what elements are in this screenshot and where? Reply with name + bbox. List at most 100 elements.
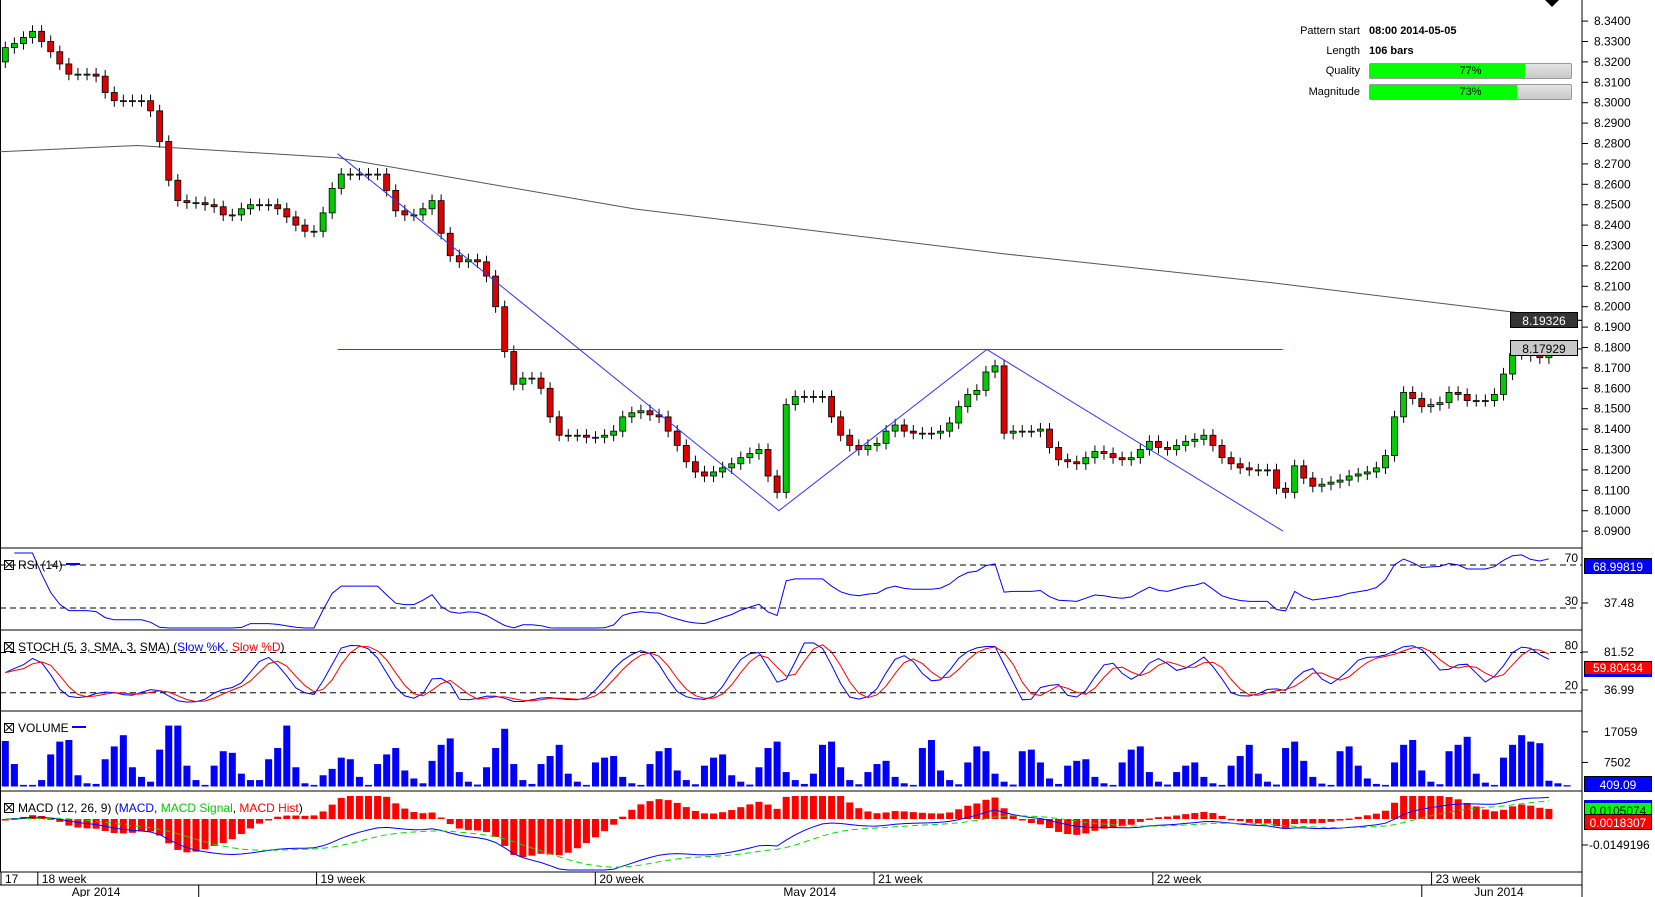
candle: [1409, 391, 1417, 399]
macd-hist-bar: [128, 819, 136, 833]
volume-bar: [1500, 757, 1507, 787]
volume-bar: [301, 783, 309, 787]
candle: [1245, 467, 1253, 471]
macd-hist-bar: [274, 816, 282, 819]
candle: [1427, 404, 1435, 408]
macd-hist-bar: [1391, 802, 1399, 819]
volume-bar: [601, 757, 609, 787]
close-panel-icon[interactable]: [4, 642, 14, 652]
macd-hist-bar: [346, 796, 354, 819]
volume-bar: [464, 781, 472, 787]
volume-bar: [492, 748, 500, 787]
candle: [192, 202, 200, 205]
candle: [564, 434, 572, 437]
macd-hist-bar: [374, 796, 382, 819]
y-tick-label: 8.1600: [1594, 381, 1631, 395]
candle: [719, 467, 727, 473]
candle: [101, 75, 109, 93]
candle: [47, 41, 55, 53]
volume-bar: [38, 780, 46, 787]
volume-bar: [355, 776, 363, 787]
volume-bar: [1109, 784, 1117, 787]
candle: [356, 173, 363, 176]
candle: [555, 416, 563, 436]
macd-hist-bar: [228, 819, 236, 840]
week-label: 19 week: [321, 872, 367, 886]
volume-bar: [1445, 751, 1453, 787]
macd-hist-bar: [1372, 813, 1380, 819]
close-panel-icon[interactable]: [4, 560, 14, 570]
candle: [909, 430, 917, 434]
macd-hist-bar: [292, 815, 300, 819]
volume-bar: [1191, 762, 1199, 787]
candle: [1418, 398, 1426, 408]
macd-hist-bar: [610, 819, 618, 825]
y-tick-label: 8.1200: [1594, 463, 1631, 477]
macd-hist-bar: [528, 819, 536, 856]
volume-bar: [246, 780, 254, 787]
macd-hist-bar: [1127, 819, 1135, 825]
volume-bar: [891, 776, 899, 787]
volume-bar: [228, 752, 236, 787]
macd-hist-bar: [1472, 806, 1480, 819]
macd-hist-bar: [256, 819, 264, 824]
volume-bar: [710, 757, 718, 787]
candle: [337, 173, 345, 189]
candle: [610, 430, 618, 436]
candle: [1, 47, 9, 63]
close-panel-icon[interactable]: [4, 803, 14, 813]
candle: [210, 204, 218, 208]
y-tick-label: 8.1000: [1594, 504, 1631, 518]
candle: [1037, 428, 1044, 432]
macd-hist-bar: [210, 819, 218, 846]
volume-bar: [719, 754, 727, 787]
volume-bar: [92, 783, 100, 787]
volume-bar: [1481, 782, 1489, 787]
volume-bar: [1463, 736, 1471, 787]
macd-hist-bar: [1018, 819, 1026, 821]
volume-bar: [128, 767, 136, 787]
macd-hist-bar: [410, 812, 418, 819]
macd-hist-bar: [483, 819, 491, 833]
volume-bar: [1273, 784, 1280, 787]
stoch-scale-label: 36.99: [1604, 683, 1634, 697]
macd-hist-bar: [437, 817, 445, 819]
quality-bar-fill: [1370, 64, 1525, 78]
candle: [428, 200, 436, 210]
candle: [310, 230, 318, 233]
candle: [1046, 428, 1053, 448]
price-value-tag: 8.17929: [1510, 340, 1578, 356]
macd-hist-bar: [1282, 819, 1290, 828]
macd-hist-bar: [573, 819, 581, 849]
macd-hist-bar: [909, 812, 917, 819]
candle: [773, 475, 781, 493]
volume-bar: [473, 784, 481, 787]
magnitude-bar-fill: [1370, 85, 1517, 99]
y-tick-label: 8.3400: [1594, 14, 1631, 28]
volume-bar: [83, 783, 91, 787]
macd-hist-bar: [682, 807, 690, 819]
macd-title: MACD (12, 26, 9) (MACD, MACD Signal, MAC…: [4, 801, 303, 815]
macd-hist-bar: [156, 819, 164, 836]
candle: [474, 259, 481, 263]
scroll-marker-icon: [1545, 0, 1559, 7]
candle: [283, 208, 291, 218]
y-tick-label: 8.3100: [1594, 75, 1631, 89]
candle: [537, 377, 545, 389]
candle: [10, 43, 18, 49]
close-panel-icon[interactable]: [4, 723, 14, 733]
volume-bar: [728, 775, 736, 787]
macd-hist-bar: [1027, 819, 1035, 824]
macd-hist-bar: [592, 819, 599, 838]
pattern-start-label: Pattern start: [1300, 25, 1360, 37]
volume-bar: [1300, 760, 1308, 787]
y-tick-label: 8.1400: [1594, 422, 1631, 436]
volume-bar: [119, 735, 127, 787]
y-tick-label: 8.1800: [1594, 341, 1631, 355]
month-label: Jun 2014: [1474, 885, 1524, 897]
volume-bar: [183, 765, 191, 787]
volume-bar: [1073, 760, 1081, 787]
candle: [573, 434, 581, 437]
rsi-legend-swatch: [66, 563, 81, 565]
volume-title-text: VOLUME: [18, 721, 69, 735]
